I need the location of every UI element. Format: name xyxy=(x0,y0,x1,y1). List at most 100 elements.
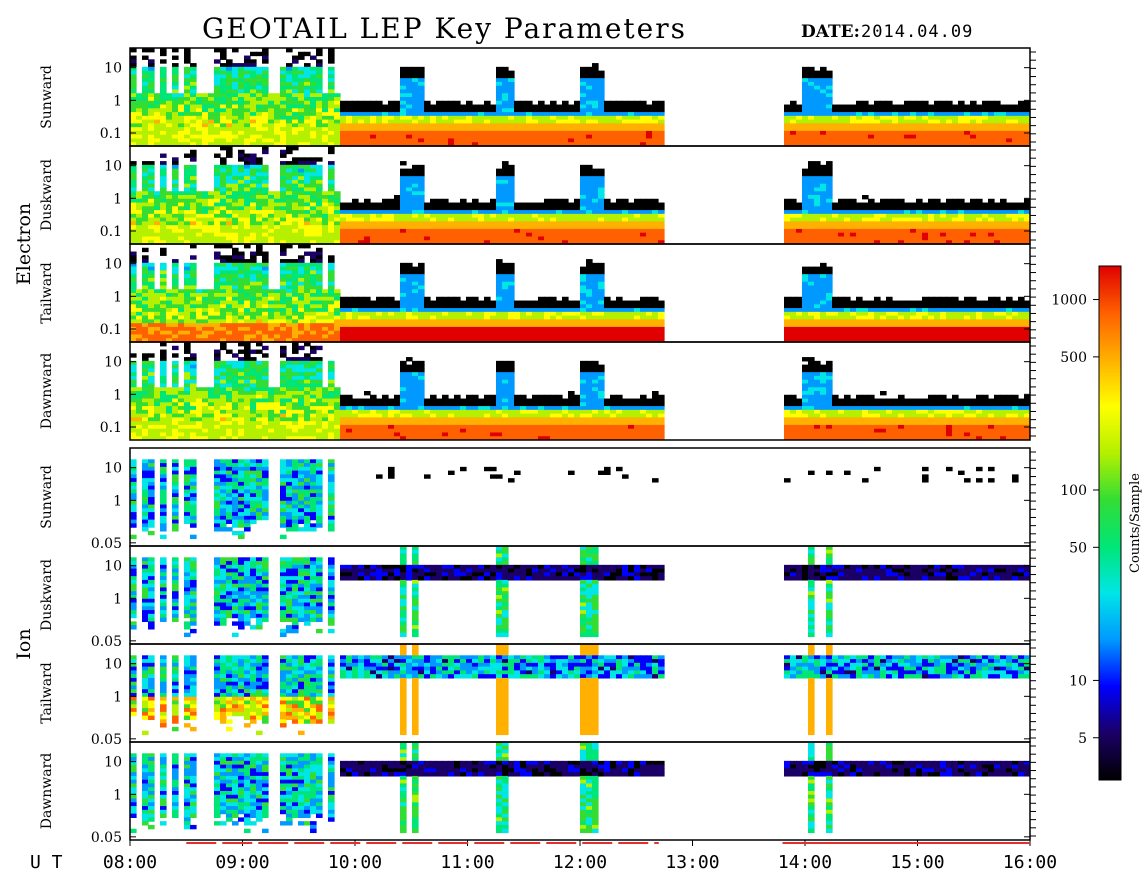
spectrogram-cell xyxy=(928,206,935,211)
spectrogram-cell xyxy=(880,198,887,204)
spectrogram-cell xyxy=(580,97,587,102)
spectrogram-cell xyxy=(136,308,143,313)
spectrogram-cell xyxy=(196,115,203,121)
spectrogram-cell xyxy=(472,338,479,342)
spectrogram-cell xyxy=(928,115,935,121)
spectrogram-cell xyxy=(322,138,329,143)
spectrogram-cell xyxy=(514,104,521,109)
spectrogram-cell xyxy=(142,274,149,279)
spectrogram-cell xyxy=(502,168,509,173)
spectrogram-cell xyxy=(214,172,221,177)
spectrogram-cell xyxy=(298,274,305,279)
spectrogram-cell xyxy=(784,134,791,140)
spectrogram-cell xyxy=(808,191,815,196)
spectrogram-cell xyxy=(586,119,593,124)
spectrogram-cell xyxy=(226,81,233,87)
spectrogram-cell xyxy=(142,89,149,94)
spectrogram-cell xyxy=(352,210,359,215)
spectrogram-cell xyxy=(580,93,587,98)
spectrogram-cell xyxy=(502,232,509,238)
spectrogram-cell xyxy=(808,168,815,173)
spectrogram-cell xyxy=(154,108,161,113)
spectrogram-cell xyxy=(340,319,347,324)
spectrogram-cell xyxy=(232,296,239,302)
spectrogram-cell xyxy=(388,213,395,219)
spectrogram-cell xyxy=(220,66,227,72)
spectrogram-cell xyxy=(502,78,509,83)
spectrogram-cell xyxy=(304,134,311,140)
spectrogram-cell xyxy=(178,130,185,136)
spectrogram-cell xyxy=(130,319,137,324)
spectrogram-cell xyxy=(196,134,203,140)
spectrogram-cell xyxy=(208,93,215,98)
spectrogram-cell xyxy=(412,311,419,317)
spectrogram-cell xyxy=(172,161,179,166)
spectrogram-cell xyxy=(826,164,833,170)
spectrogram-cell xyxy=(784,206,791,211)
spectrogram-cell xyxy=(448,130,455,136)
spectrogram-cell xyxy=(250,210,257,215)
spectrogram-cell xyxy=(892,138,899,143)
spectrogram-cell xyxy=(808,142,815,146)
spectrogram-cell xyxy=(304,78,311,83)
spectrogram-cell xyxy=(592,123,599,128)
spectrogram-cell xyxy=(484,206,491,211)
spectrogram-cell xyxy=(904,100,911,106)
spectrogram-cell xyxy=(184,262,191,268)
spectrogram-cell xyxy=(244,104,251,109)
spectrogram-cell xyxy=(322,134,329,140)
spectrogram-cell xyxy=(154,202,161,207)
spectrogram-cell xyxy=(412,89,419,94)
spectrogram-cell xyxy=(232,176,239,181)
spectrogram-cell xyxy=(418,232,425,238)
spectrogram-cell xyxy=(232,285,239,290)
spectrogram-cell xyxy=(628,142,635,146)
spectrogram-cell xyxy=(136,236,143,241)
spectrogram-cell xyxy=(994,112,1001,117)
spectrogram-cell xyxy=(598,74,605,79)
spectrogram-cell xyxy=(826,240,833,244)
spectrogram-cell xyxy=(784,112,791,117)
spectrogram-cell xyxy=(460,228,467,234)
spectrogram-cell xyxy=(922,115,929,121)
spectrogram-cell xyxy=(496,195,503,200)
spectrogram-cell xyxy=(136,228,143,234)
spectrogram-cell xyxy=(580,115,587,121)
spectrogram-cell xyxy=(946,240,953,244)
spectrogram-cell xyxy=(430,198,437,204)
spectrogram-cell xyxy=(238,210,245,215)
spectrogram-cell xyxy=(532,225,539,230)
spectrogram-cell xyxy=(394,308,401,313)
spectrogram-cell xyxy=(214,187,221,192)
spectrogram-cell xyxy=(790,206,797,211)
spectrogram-cell xyxy=(430,112,437,117)
spectrogram-cell xyxy=(166,308,173,313)
spectrogram-cell xyxy=(1000,130,1007,136)
spectrogram-cell xyxy=(262,112,269,117)
spectrogram-cell xyxy=(790,240,797,244)
spectrogram-cell xyxy=(856,104,863,109)
spectrogram-cell xyxy=(478,240,485,244)
spectrogram-cell xyxy=(652,119,659,124)
spectrogram-cell xyxy=(172,338,179,342)
spectrogram-cell xyxy=(130,112,137,117)
spectrogram-cell xyxy=(322,304,329,309)
spectrogram-cell xyxy=(226,85,233,91)
spectrogram-cell xyxy=(154,308,161,313)
spectrogram-cell xyxy=(382,300,389,305)
spectrogram-cell xyxy=(214,70,221,75)
spectrogram-cell xyxy=(304,266,311,271)
spectrogram-cell xyxy=(160,66,167,72)
spectrogram-cell xyxy=(268,202,275,207)
spectrogram-cell xyxy=(628,206,635,211)
spectrogram-cell xyxy=(220,134,227,140)
spectrogram-cell xyxy=(808,236,815,241)
spectrogram-cell xyxy=(418,270,425,275)
spectrogram-cell xyxy=(958,240,965,244)
spectrogram-cell xyxy=(292,296,299,302)
spectrogram-cell xyxy=(280,311,287,317)
spectrogram-cell xyxy=(442,315,449,320)
spectrogram-cell xyxy=(598,123,605,128)
spectrogram-cell xyxy=(856,123,863,128)
spectrogram-cell xyxy=(244,89,251,94)
